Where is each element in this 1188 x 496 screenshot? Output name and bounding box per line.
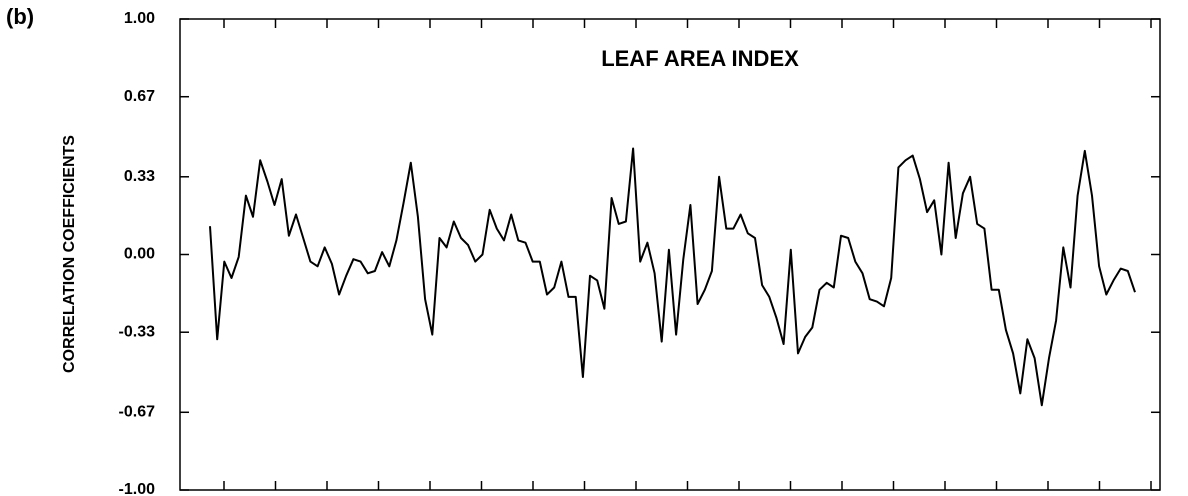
y-tick-label: 1.00 — [124, 10, 155, 27]
y-tick-label: -0.33 — [119, 323, 156, 340]
y-axis-label: CORRELATION COEFFICIENTS — [61, 135, 78, 373]
y-tick-label: 0.33 — [124, 168, 155, 185]
data-line — [209, 147, 1136, 407]
y-tick-label: -1.00 — [119, 481, 156, 496]
panel-label: (b) — [6, 4, 34, 29]
y-tick-label: 0.00 — [124, 246, 155, 263]
y-tick-label: -0.67 — [119, 404, 156, 421]
y-tick-label: 0.67 — [124, 88, 155, 105]
chart-title: LEAF AREA INDEX — [601, 46, 799, 71]
